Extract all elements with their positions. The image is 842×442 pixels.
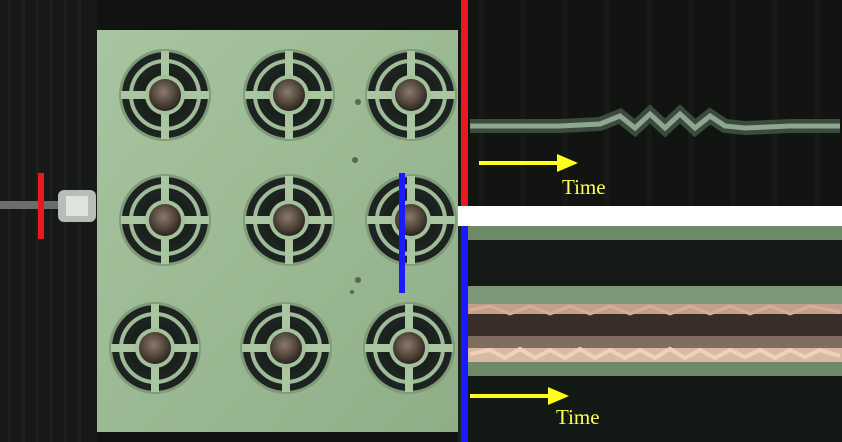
left-photo-panel: [0, 0, 459, 442]
bottom-time-arrow: [470, 387, 569, 405]
top-right-panel: Time: [458, 0, 842, 206]
red-marker-line: [38, 173, 44, 239]
top-accent-bar: [461, 0, 468, 206]
bottom-time-label: Time: [556, 405, 600, 429]
top-time-arrow: [479, 154, 578, 172]
bottom-accent-bar: [461, 226, 468, 442]
top-time-label: Time: [562, 175, 606, 199]
blue-marker-line: [399, 173, 405, 293]
bottom-right-panel: Time: [458, 226, 842, 442]
bottom-waveform: [469, 346, 841, 361]
